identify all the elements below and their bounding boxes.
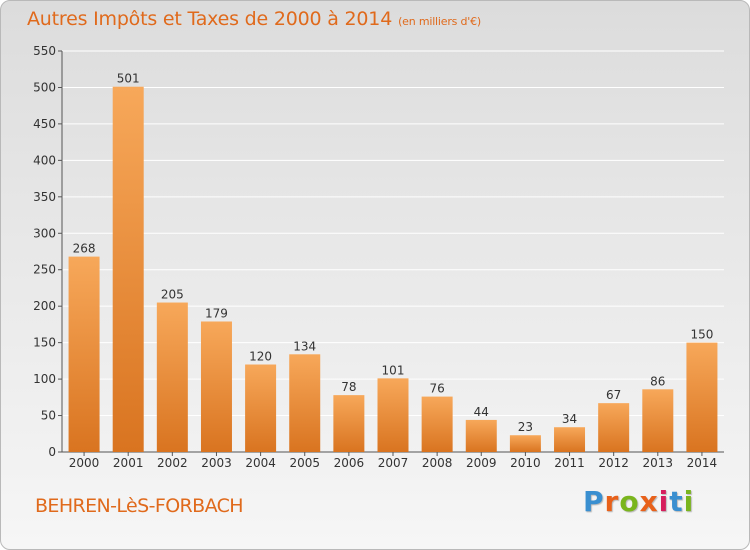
bar — [642, 389, 674, 452]
y-tick-label: 150 — [33, 336, 56, 350]
logo-letter: t — [669, 485, 684, 518]
bar — [686, 342, 718, 452]
data-label: 67 — [606, 388, 621, 402]
x-tick-label: 2003 — [201, 456, 232, 470]
data-label: 205 — [161, 288, 184, 302]
x-tick-label: 2001 — [113, 456, 144, 470]
bar — [112, 86, 144, 452]
bar — [200, 321, 232, 452]
data-label: 150 — [690, 328, 713, 342]
x-tick-label: 2004 — [245, 456, 276, 470]
y-tick-label: 400 — [33, 153, 56, 167]
logo-letter: i — [683, 485, 695, 518]
data-label: 44 — [474, 405, 489, 419]
x-tick-label: 2000 — [69, 456, 100, 470]
data-label: 179 — [205, 306, 228, 320]
data-label: 34 — [562, 412, 577, 426]
x-tick-label: 2005 — [289, 456, 320, 470]
bar — [68, 256, 100, 452]
bar — [156, 302, 188, 452]
chart-title: Autres Impôts et Taxes de 2000 à 2014 (en… — [27, 8, 481, 30]
logo-letter: i — [658, 485, 670, 518]
data-label: 76 — [429, 382, 444, 396]
y-tick-label: 100 — [33, 372, 56, 386]
logo-letter: r — [604, 485, 620, 518]
x-tick-label: 2008 — [422, 456, 453, 470]
x-tick-label: 2006 — [334, 456, 365, 470]
y-tick-label: 450 — [33, 117, 56, 131]
x-tick-label: 2013 — [643, 456, 674, 470]
bar — [245, 364, 277, 452]
y-tick-label: 350 — [33, 190, 56, 204]
y-tick-label: 0 — [48, 445, 56, 459]
x-tick-label: 2007 — [378, 456, 409, 470]
data-label: 101 — [382, 363, 405, 377]
chart-subtitle: (en milliers d'€) — [398, 15, 481, 28]
x-tick-label: 2014 — [687, 456, 718, 470]
logo-letter: o — [619, 485, 640, 518]
y-tick-label: 550 — [33, 44, 56, 58]
data-label: 268 — [73, 242, 96, 256]
logo-letter: x — [639, 485, 659, 518]
y-tick-label: 200 — [33, 299, 56, 313]
y-tick-label: 250 — [33, 263, 56, 277]
bar — [421, 396, 453, 452]
chart-title-text: Autres Impôts et Taxes de 2000 à 2014 — [27, 8, 393, 30]
bar — [554, 427, 586, 452]
data-label: 78 — [341, 380, 356, 394]
bar — [289, 354, 321, 452]
bar — [509, 435, 541, 452]
data-label: 120 — [249, 350, 272, 364]
commune-name: BEHREN-LèS-FORBACH — [35, 495, 244, 517]
data-label: 86 — [650, 374, 665, 388]
proxiti-logo: Proxiti — [583, 485, 694, 518]
bar — [333, 395, 365, 452]
y-tick-label: 500 — [33, 80, 56, 94]
x-tick-label: 2010 — [510, 456, 541, 470]
bar — [377, 378, 409, 452]
x-tick-label: 2009 — [466, 456, 497, 470]
bar — [465, 419, 497, 452]
data-label: 23 — [518, 420, 533, 434]
data-label: 134 — [293, 339, 316, 353]
data-label: 501 — [117, 72, 140, 86]
logo-letter: P — [583, 485, 605, 518]
bar — [598, 403, 630, 452]
x-tick-label: 2011 — [554, 456, 585, 470]
x-tick-label: 2002 — [157, 456, 188, 470]
y-tick-label: 300 — [33, 226, 56, 240]
y-tick-label: 50 — [41, 409, 56, 423]
x-tick-label: 2012 — [598, 456, 629, 470]
